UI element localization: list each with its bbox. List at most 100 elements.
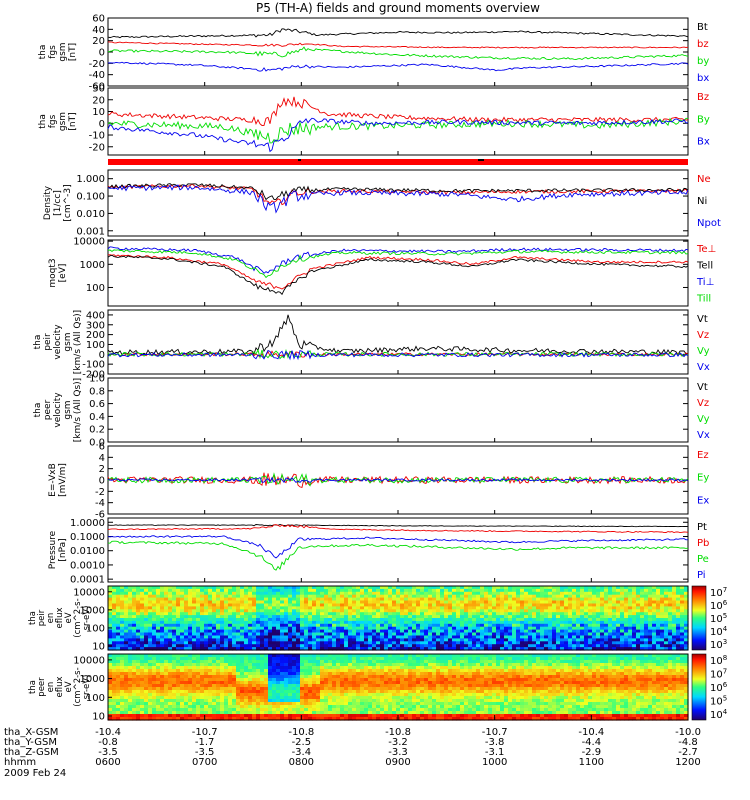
spectrogram-cell xyxy=(332,675,337,679)
spectrogram-cell xyxy=(444,638,449,642)
spectrogram-cell xyxy=(568,647,573,651)
spectrogram-cell xyxy=(108,660,113,664)
spectrogram-cell xyxy=(312,684,317,688)
spectrogram-cell xyxy=(124,666,129,670)
spectrogram-cell xyxy=(196,620,201,625)
spectrogram-cell xyxy=(140,690,145,694)
spectrogram-cell xyxy=(328,629,333,634)
spectrogram-cell xyxy=(440,623,445,628)
spectrogram-cell xyxy=(160,629,165,634)
spectrogram-cell xyxy=(616,594,621,599)
spectrogram-cell xyxy=(188,647,193,651)
spectrogram-cell xyxy=(232,657,237,661)
spectrogram-cell xyxy=(676,629,681,634)
spectrogram-cell xyxy=(356,615,361,619)
spectrogram-cell xyxy=(424,591,429,596)
spectrogram-cell xyxy=(204,666,209,670)
spectrogram-cell xyxy=(276,612,281,616)
spectrogram-cell xyxy=(400,644,405,648)
spectrogram-cell xyxy=(380,591,385,596)
spectrogram-cell xyxy=(312,699,317,703)
spectrogram-cell xyxy=(316,693,321,697)
spectrogram-cell xyxy=(284,705,289,709)
spectrogram-cell xyxy=(416,612,421,616)
spectrogram-cell xyxy=(444,618,449,622)
spectrogram-cell xyxy=(312,666,317,670)
spectrogram-cell xyxy=(264,644,269,648)
spectrogram-cell xyxy=(344,588,349,593)
spectrogram-cell xyxy=(460,632,465,636)
spectrogram-cell xyxy=(116,600,121,604)
spectrogram-cell xyxy=(376,615,381,619)
spectrogram-cell xyxy=(284,657,289,661)
spectrogram-cell xyxy=(320,594,325,599)
spectrogram-cell xyxy=(512,615,517,619)
spectrogram-cell xyxy=(248,714,253,718)
spectrogram-cell xyxy=(376,687,381,691)
spectrogram-cell xyxy=(352,641,357,645)
spectrogram-cell xyxy=(516,635,521,639)
spectrogram-cell xyxy=(632,597,637,602)
spectrogram-cell xyxy=(164,678,169,682)
spectrogram-cell xyxy=(164,705,169,709)
spectrogram-cell xyxy=(236,678,241,682)
spectrogram-cell xyxy=(576,612,581,616)
spectrogram-cell xyxy=(120,618,125,622)
spectrogram-cell xyxy=(656,594,661,599)
spectrogram-cell xyxy=(416,597,421,602)
spectrogram-cell xyxy=(480,641,485,645)
spectrogram-cell xyxy=(624,626,629,631)
spectrogram-cell xyxy=(408,629,413,634)
spectrogram-cell xyxy=(272,684,277,688)
spectrogram-cell xyxy=(352,702,357,706)
spectrogram-cell xyxy=(224,657,229,661)
spectrogram-cell xyxy=(256,623,261,628)
spectrogram-cell xyxy=(500,647,505,651)
spectrogram-cell xyxy=(660,597,665,602)
spectrogram-cell xyxy=(468,638,473,642)
spectrogram-cell xyxy=(268,708,273,712)
spectrogram-cell xyxy=(444,609,449,613)
spectrogram-cell xyxy=(572,586,577,590)
spectrogram-cell xyxy=(296,690,301,694)
spectrogram-cell xyxy=(136,702,141,706)
spectrogram-cell xyxy=(480,609,485,613)
spectrogram-cell xyxy=(132,612,137,616)
spectrogram-cell xyxy=(444,632,449,636)
spectrogram-cell xyxy=(452,612,457,616)
spectrogram-cell xyxy=(476,626,481,631)
spectrogram-cell xyxy=(116,657,121,661)
spectrogram-cell xyxy=(596,644,601,648)
spectrogram-cell xyxy=(628,618,633,622)
spectrogram-cell xyxy=(232,644,237,648)
spectrogram-cell xyxy=(276,586,281,590)
spectrogram-cell xyxy=(504,600,509,604)
spectrogram-cell xyxy=(260,693,265,697)
spectrogram-cell xyxy=(180,702,185,706)
spectrogram-cell xyxy=(172,618,177,622)
spectrogram-cell xyxy=(304,626,309,631)
spectrogram-cell xyxy=(476,612,481,616)
spectrogram-cell xyxy=(308,615,313,619)
spectrogram-cell xyxy=(188,669,193,673)
spectrogram-cell xyxy=(272,660,277,664)
legend-bx: bx xyxy=(697,73,709,84)
spectrogram-cell xyxy=(136,708,141,712)
spectrogram-cell xyxy=(204,672,209,676)
spectrogram-cell xyxy=(304,591,309,596)
spectrogram-cell xyxy=(356,588,361,593)
spectrogram-cell xyxy=(436,647,441,651)
spectrogram-cell xyxy=(484,586,489,590)
spectrogram-cell xyxy=(416,618,421,622)
spectrogram-cell xyxy=(128,588,133,593)
spectrogram-cell xyxy=(252,660,257,664)
spectrogram-cell xyxy=(268,699,273,703)
spectrogram-cell xyxy=(424,629,429,634)
spectrogram-cell xyxy=(500,623,505,628)
spectrogram-cell xyxy=(216,687,221,691)
spectrogram-cell xyxy=(468,644,473,648)
spectrogram-cell xyxy=(136,632,141,636)
spectrogram-cell xyxy=(304,684,309,688)
spectrogram-cell xyxy=(188,618,193,622)
